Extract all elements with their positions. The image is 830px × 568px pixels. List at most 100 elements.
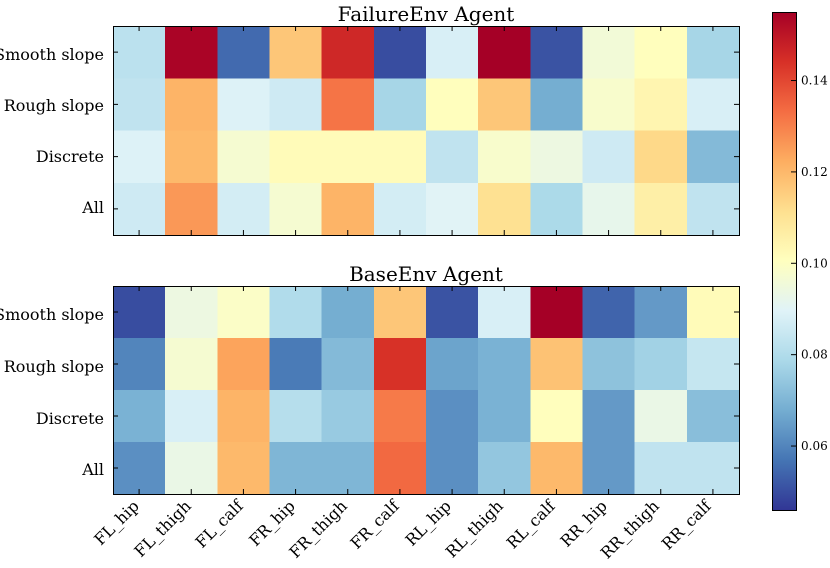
heatmap-cell: [113, 26, 166, 79]
heatmap-cell: [217, 26, 271, 79]
heatmap-cell: [113, 130, 166, 184]
heatmap-cell: [530, 78, 584, 132]
heatmap-cell: [478, 390, 531, 443]
heatmap-cell: [478, 182, 531, 236]
column-label: FL_hip: [90, 496, 143, 549]
heatmap-cell: [426, 338, 479, 391]
heatmap-cell: [165, 182, 218, 236]
heatmap-cell: [582, 442, 636, 495]
heatmap-cell: [373, 286, 427, 339]
heatmap-cell: [321, 442, 375, 495]
heatmap-cell: [113, 390, 166, 443]
heatmap-cell: [530, 390, 584, 443]
colorbar-ticks: 0.06 0.08 0.10 0.12 0.14: [791, 74, 828, 453]
row-label: All: [81, 460, 104, 479]
heatmap-cell: [634, 130, 688, 184]
heatmap-cell: [269, 130, 323, 184]
heatmap-cell: [217, 442, 271, 495]
heatmap-cell: [113, 78, 166, 132]
heatmap-cell: [373, 26, 427, 79]
heatmap-cell: [478, 26, 531, 79]
panel-title-baseenv: BaseEnv Agent: [349, 262, 503, 286]
heatmap-cell: [582, 78, 636, 132]
heatmap-cell: [686, 78, 740, 132]
heatmap-cell: [634, 182, 688, 236]
heatmap-cell: [634, 390, 688, 443]
colorbar-gradient: [772, 12, 796, 510]
heatmap-cell: [321, 78, 375, 132]
heatmap-cell: [373, 130, 427, 184]
heatmap-cell: [373, 442, 427, 495]
heatmap-cell: [113, 338, 166, 391]
heatmap-cell: [686, 26, 740, 79]
heatmap-cell: [530, 286, 584, 339]
heatmap-cell: [426, 26, 479, 79]
heatmap-cell: [582, 182, 636, 236]
colorbar-tick-label: 0.08: [801, 348, 828, 362]
column-label: RL_thigh: [442, 496, 507, 561]
heatmap-cell: [373, 182, 427, 236]
heatmap-cell: [269, 286, 323, 339]
heatmap-cell: [217, 130, 271, 184]
colorbar-frame: [772, 12, 797, 511]
heatmap-cell: [582, 130, 636, 184]
heatmap-cell: [426, 182, 479, 236]
row-label: Rough slope: [4, 96, 104, 115]
row-label: All: [81, 198, 104, 217]
heatmap-cell: [217, 286, 271, 339]
heatmap-panel-failureenv: FailureEnv Agent Smooth slope Rough slop…: [0, 2, 740, 236]
heatmap-cell: [686, 338, 740, 391]
heatmap-cells-failureenv: [113, 26, 740, 236]
colorbar-tick-label: 0.06: [801, 439, 828, 453]
colorbar-tick-label: 0.14: [801, 74, 828, 88]
row-label: Rough slope: [4, 357, 104, 376]
heatmap-cell: [269, 390, 323, 443]
heatmap-cell: [269, 78, 323, 132]
heatmap-cell: [321, 26, 375, 79]
heatmap-cell: [530, 182, 584, 236]
heatmap-cell: [686, 390, 740, 443]
heatmap-cell: [634, 26, 688, 79]
heatmap-cell: [530, 130, 584, 184]
heatmap-cell: [686, 286, 740, 339]
heatmap-cell: [426, 130, 479, 184]
heatmap-cell: [269, 182, 323, 236]
heatmap-cell: [321, 390, 375, 443]
heatmap-cell: [478, 338, 531, 391]
colorbar-tick-label: 0.10: [801, 256, 828, 270]
heatmap-cell: [686, 130, 740, 184]
column-label: FL_thigh: [130, 496, 194, 560]
panel-title-failureenv: FailureEnv Agent: [338, 2, 515, 26]
heatmap-cell: [217, 338, 271, 391]
heatmap-cell: [426, 286, 479, 339]
heatmap-cell: [165, 78, 218, 132]
axis-ticks-failureenv: [113, 26, 739, 235]
heatmap-cell: [686, 182, 740, 236]
axis-ticks-baseenv: [113, 286, 739, 494]
heatmap-cell: [321, 338, 375, 391]
column-label: RR_calf: [658, 496, 716, 554]
heatmap-cell: [269, 26, 323, 79]
heatmap-cell: [478, 286, 531, 339]
row-labels-baseenv: Smooth slope Rough slope Discrete All: [0, 305, 104, 479]
heatmap-cell: [582, 26, 636, 79]
heatmap-cell: [113, 442, 166, 495]
heatmap-cell: [634, 78, 688, 132]
heatmap-cell: [530, 338, 584, 391]
heatmap-cell: [478, 130, 531, 184]
heatmap-cell: [321, 286, 375, 339]
heatmap-cell: [217, 78, 271, 132]
heatmap-cell: [582, 390, 636, 443]
heatmap-cell: [686, 442, 740, 495]
heatmap-cell: [113, 182, 166, 236]
row-label: Discrete: [36, 409, 104, 428]
row-label: Smooth slope: [0, 305, 104, 324]
heatmap-cell: [530, 442, 584, 495]
heatmap-cell: [217, 390, 271, 443]
heatmap-cell: [582, 286, 636, 339]
heatmap-cell: [373, 78, 427, 132]
heatmap-cell: [426, 390, 479, 443]
colorbar: 0.06 0.08 0.10 0.12 0.14: [772, 12, 828, 511]
heatmap-cell: [478, 442, 531, 495]
column-label: FL_calf: [191, 496, 247, 552]
